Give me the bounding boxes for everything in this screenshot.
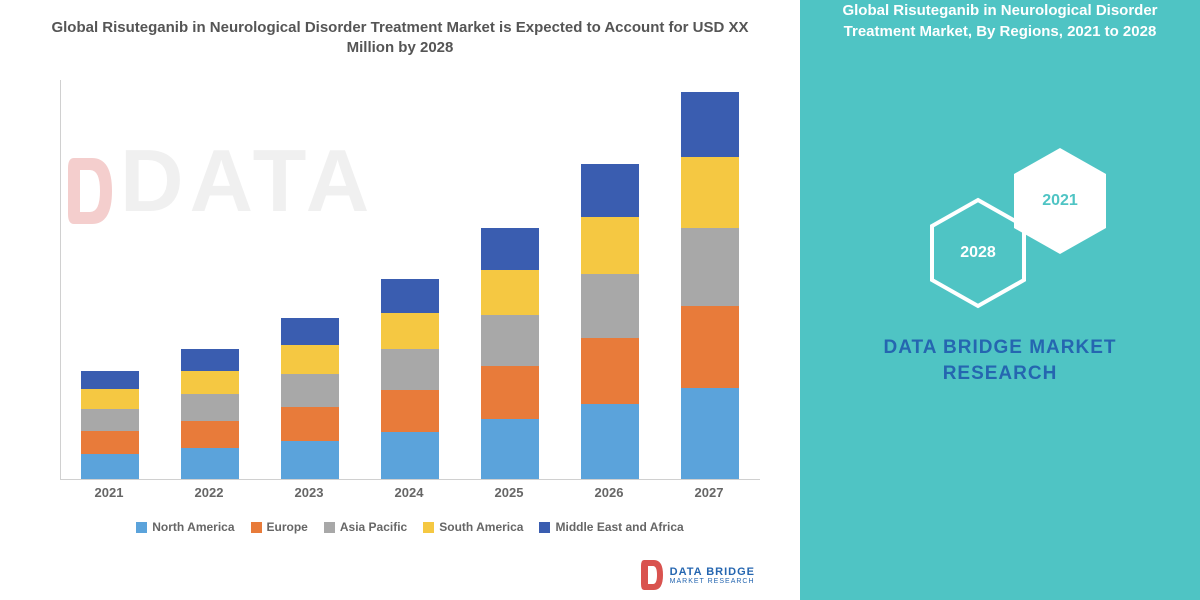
bar-group [581, 164, 639, 479]
legend-swatch-icon [324, 522, 335, 533]
logo-d-icon [640, 558, 664, 592]
bar-segment [81, 431, 139, 454]
x-axis-label: 2025 [480, 485, 538, 500]
bar-segment [681, 157, 739, 228]
hexagon-graphic: 2021 2028 [800, 145, 1200, 315]
legend-swatch-icon [539, 522, 550, 533]
x-axis-label: 2021 [80, 485, 138, 500]
legend-label: Europe [267, 520, 308, 534]
bar-group [81, 371, 139, 479]
legend-swatch-icon [136, 522, 147, 533]
bar-segment [281, 374, 339, 407]
legend-item: Europe [251, 520, 308, 534]
chart-plot-area [60, 80, 760, 480]
x-axis-label: 2022 [180, 485, 238, 500]
hex-label-2028: 2028 [960, 244, 996, 262]
legend-item: South America [423, 520, 523, 534]
bar-segment [481, 228, 539, 270]
x-axis-label: 2027 [680, 485, 738, 500]
right-panel-title: Global Risuteganib in Neurological Disor… [800, 0, 1200, 42]
bar-segment [581, 274, 639, 338]
bar-segment [181, 448, 239, 479]
right-info-panel: Global Risuteganib in Neurological Disor… [800, 0, 1200, 600]
bar-segment [681, 228, 739, 306]
legend-item: Middle East and Africa [539, 520, 683, 534]
hexagon-2028: 2028 [928, 197, 1028, 309]
legend-label: Asia Pacific [340, 520, 407, 534]
bar-segment [181, 421, 239, 448]
bar-segment [581, 404, 639, 479]
chart-title: Global Risuteganib in Neurological Disor… [0, 0, 800, 67]
brand-text: DATA BRIDGE MARKET RESEARCH [800, 335, 1200, 386]
bar-segment [581, 338, 639, 404]
bar-segment [681, 92, 739, 157]
bar-segment [181, 394, 239, 420]
bar-segment [81, 389, 139, 409]
bar-segment [481, 270, 539, 315]
bar-segment [381, 390, 439, 432]
bar-segment [81, 454, 139, 479]
legend-item: North America [136, 520, 234, 534]
legend-swatch-icon [251, 522, 262, 533]
bar-segment [281, 441, 339, 479]
x-axis-label: 2026 [580, 485, 638, 500]
bar-segment [81, 409, 139, 431]
bottom-brand-logo: DATA BRIDGE MARKET RESEARCH [640, 558, 755, 592]
bar-segment [681, 388, 739, 479]
bar-segment [481, 419, 539, 479]
bar-segment [481, 315, 539, 366]
bar-segment [281, 318, 339, 345]
brand-line-1: DATA BRIDGE MARKET [800, 335, 1200, 361]
x-axis-label: 2024 [380, 485, 438, 500]
bar-segment [381, 279, 439, 313]
logo-brand-sub: MARKET RESEARCH [670, 578, 755, 585]
legend-item: Asia Pacific [324, 520, 407, 534]
bar-segment [381, 349, 439, 390]
brand-line-2: RESEARCH [800, 361, 1200, 387]
left-chart-panel: Global Risuteganib in Neurological Disor… [0, 0, 800, 600]
bar-segment [381, 313, 439, 349]
bar-segment [81, 371, 139, 389]
chart-x-axis-labels: 2021 2022 2023 2024 2025 2026 2027 [60, 485, 760, 505]
bar-segment [281, 345, 339, 374]
bar-segment [481, 366, 539, 419]
bar-segment [281, 407, 339, 441]
legend-label: North America [152, 520, 234, 534]
logo-brand-name: DATA BRIDGE [670, 566, 755, 578]
legend-label: Middle East and Africa [555, 520, 683, 534]
legend-swatch-icon [423, 522, 434, 533]
bar-group [481, 228, 539, 479]
bar-segment [581, 164, 639, 217]
bar-segment [581, 217, 639, 274]
bar-segment [681, 306, 739, 388]
bar-group [181, 349, 239, 479]
x-axis-label: 2023 [280, 485, 338, 500]
bar-segment [181, 371, 239, 395]
legend-label: South America [439, 520, 523, 534]
hex-label-2021: 2021 [1042, 192, 1078, 210]
bar-group [281, 318, 339, 479]
bar-segment [381, 432, 439, 479]
chart-legend: North America Europe Asia Pacific South Ame… [60, 518, 760, 536]
bar-group [381, 279, 439, 479]
bar-segment [181, 349, 239, 371]
bar-group [681, 92, 739, 479]
